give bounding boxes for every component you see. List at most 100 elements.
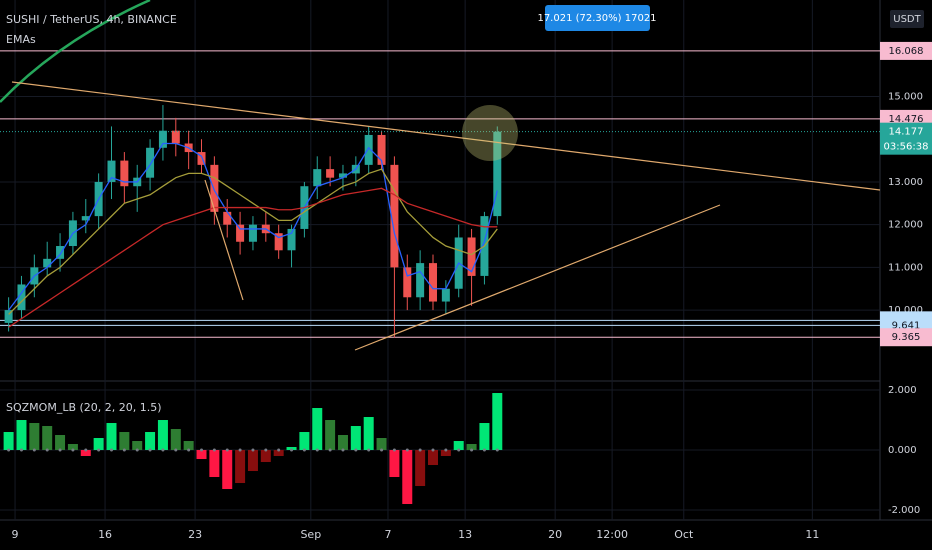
- ema-line: [8, 187, 498, 328]
- tooltip-box: [545, 5, 650, 31]
- squeeze-dot: [302, 448, 306, 452]
- momentum-bar: [415, 450, 426, 487]
- candle-body: [17, 284, 26, 311]
- drawing-curve: [0, 0, 151, 103]
- last-price: 14.177: [889, 127, 924, 138]
- x-tick-label: Oct: [674, 528, 694, 541]
- y-tick-label: 10.000: [888, 305, 923, 316]
- candle-body: [274, 233, 283, 251]
- squeeze-dot: [251, 448, 255, 452]
- price-label-box: [880, 41, 932, 60]
- currency[interactable]: USDT: [893, 14, 921, 25]
- squeeze-dot: [264, 448, 268, 452]
- candle-body: [223, 211, 232, 225]
- squeeze-dot: [58, 448, 62, 452]
- momentum-bar: [312, 408, 323, 451]
- squeeze-dot: [109, 448, 113, 452]
- squeeze-dot: [225, 448, 229, 452]
- momentum-bar: [492, 393, 503, 451]
- momentum-bar: [402, 450, 413, 505]
- squeeze-dot: [341, 448, 345, 452]
- candle-body: [120, 160, 129, 187]
- trendline: [204, 179, 244, 301]
- squeeze-dot: [45, 448, 49, 452]
- squeeze-dot: [457, 448, 461, 452]
- candle-body: [146, 147, 155, 178]
- candle-body: [326, 169, 335, 178]
- squeeze-dot: [290, 448, 294, 452]
- squeeze-dot: [470, 448, 474, 452]
- y2-tick-label: -2.000: [888, 505, 920, 516]
- last-price-box: [880, 122, 932, 155]
- candle-body: [441, 288, 450, 302]
- momentum-bar: [363, 417, 374, 451]
- momentum-bar: [145, 432, 156, 451]
- momentum-bar: [479, 423, 490, 451]
- squeeze-dot: [482, 448, 486, 452]
- indicator-label: SQZMOM_LB (20, 2, 20, 1.5): [6, 401, 162, 414]
- squeeze-dot: [315, 448, 319, 452]
- currency-box[interactable]: [890, 10, 924, 28]
- momentum-bar: [299, 432, 310, 451]
- squeeze-dot: [135, 448, 139, 452]
- candle-body: [158, 130, 167, 148]
- x-tick-label: 7: [384, 528, 391, 541]
- squeeze-dot: [212, 448, 216, 452]
- momentum-bar: [132, 441, 143, 451]
- y-tick-label: 12.000: [888, 220, 923, 231]
- momentum-bar: [273, 450, 284, 457]
- candle-body: [377, 134, 386, 165]
- y-tick-label: 13.000: [888, 177, 923, 188]
- momentum-bar: [350, 426, 361, 451]
- overlay-label: EMAs: [6, 33, 36, 46]
- momentum-bar: [209, 450, 220, 478]
- y2-tick-label: 2.000: [888, 385, 917, 396]
- squeeze-dot: [122, 448, 126, 452]
- candle-body: [313, 169, 322, 187]
- momentum-bar: [67, 444, 78, 451]
- squeeze-dot: [238, 448, 242, 452]
- squeeze-dot: [148, 448, 152, 452]
- squeeze-dot: [19, 448, 23, 452]
- x-tick-label: 20: [548, 528, 562, 541]
- squeeze-dot: [187, 448, 191, 452]
- candle-body: [416, 263, 425, 298]
- squeeze-dot: [418, 448, 422, 452]
- candle-body: [287, 228, 296, 251]
- momentum-bar: [453, 441, 464, 451]
- candle-body: [248, 224, 257, 242]
- candle-body: [81, 216, 90, 221]
- price-label: 14.476: [889, 114, 924, 125]
- trendline: [354, 204, 721, 351]
- momentum-bar: [170, 429, 181, 451]
- candle-body: [428, 263, 437, 302]
- x-tick-label: 23: [188, 528, 202, 541]
- momentum-bar: [235, 450, 246, 484]
- squeeze-dot: [174, 448, 178, 452]
- highlight-circle: [462, 105, 518, 161]
- momentum-bar: [440, 450, 451, 457]
- candle-body: [364, 134, 373, 165]
- momentum-bar: [196, 450, 207, 460]
- price-label: 9.641: [892, 320, 921, 331]
- momentum-bar: [16, 420, 27, 451]
- candle-body: [338, 173, 347, 178]
- x-tick-label: 12:00: [596, 528, 628, 541]
- squeeze-dot: [380, 448, 384, 452]
- x-tick-label: 13: [458, 528, 472, 541]
- momentum-bar: [42, 426, 53, 451]
- squeeze-dot: [431, 448, 435, 452]
- momentum-bar: [3, 432, 14, 451]
- candle-body: [390, 164, 399, 268]
- candle-body: [467, 237, 476, 276]
- ema-line: [8, 142, 498, 311]
- y-tick-label: 11.000: [888, 262, 923, 273]
- momentum-bar: [376, 438, 387, 451]
- candle-body: [403, 267, 412, 298]
- momentum-bar: [157, 420, 168, 451]
- momentum-bar: [260, 450, 271, 463]
- squeeze-dot: [354, 448, 358, 452]
- squeeze-dot: [7, 448, 11, 452]
- momentum-bar: [427, 450, 438, 466]
